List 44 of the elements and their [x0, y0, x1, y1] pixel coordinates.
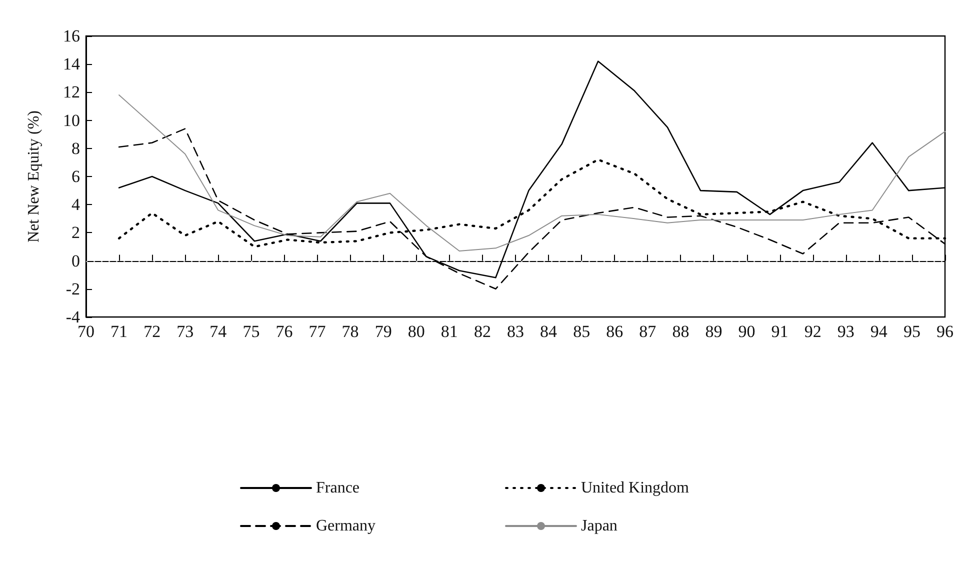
y-tick-label: 8: [72, 138, 80, 158]
x-tick-label: 72: [144, 322, 161, 341]
x-tick-label: 82: [474, 322, 491, 341]
x-tick-label: 74: [210, 322, 228, 341]
y-tick-label: -2: [66, 279, 80, 298]
y-axis-title: Net New Equity (%): [26, 110, 42, 242]
x-tick-label: 91: [771, 322, 788, 341]
legend-label: France: [316, 480, 360, 496]
x-tick-label: 92: [804, 322, 822, 341]
x-tick-label: 90: [738, 322, 756, 341]
x-tick-label: 86: [606, 322, 624, 341]
y-tick-label: 16: [63, 26, 80, 46]
x-tick-label: 94: [870, 322, 888, 341]
x-tick-label: 88: [672, 322, 690, 341]
x-tick-label: 93: [837, 322, 854, 341]
x-tick-label: 81: [440, 322, 458, 341]
x-tick-label: 96: [936, 322, 954, 341]
line-series: [118, 94, 946, 252]
x-tick-label: 85: [573, 322, 590, 341]
y-tick-label: 2: [72, 223, 80, 242]
y-tick-label: -4: [66, 308, 80, 326]
x-tick-label: 71: [110, 322, 128, 341]
x-tick-label: 83: [507, 322, 524, 341]
x-tick-label: 79: [374, 322, 392, 341]
x-tick-label: 75: [242, 322, 260, 341]
y-tick-label: 12: [63, 82, 80, 102]
y-tick-label: 6: [72, 167, 80, 186]
legend-label: Japan: [581, 518, 618, 534]
x-tick-label: 80: [408, 322, 425, 341]
y-tick-label: 4: [72, 195, 80, 214]
x-tick-label: 76: [276, 322, 293, 341]
x-tick-label: 95: [903, 322, 920, 341]
x-tick-label: 84: [540, 322, 558, 341]
legend-label: Germany: [316, 518, 376, 534]
legend-label: United Kingdom: [581, 480, 690, 496]
x-tick-label: 89: [705, 322, 722, 341]
x-tick-label: 78: [342, 322, 359, 341]
y-tick-label: 14: [63, 54, 80, 74]
x-tick-label: 87: [639, 322, 657, 341]
x-tick-label: 70: [78, 322, 94, 341]
y-tick-label: 0: [72, 251, 80, 270]
x-tick-label: 73: [176, 322, 194, 341]
x-tick-label: 77: [308, 322, 326, 341]
y-tick-label: 10: [63, 110, 80, 130]
